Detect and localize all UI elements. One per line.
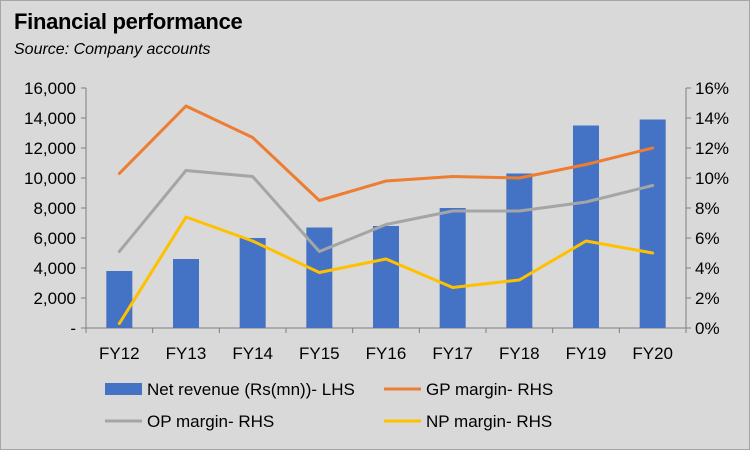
left-tick-label: 12,000 <box>24 139 76 158</box>
x-tick-label: FY20 <box>632 344 673 363</box>
x-tick-label: FY14 <box>232 344 273 363</box>
legend: Net revenue (Rs(mn))- LHS GP margin- RHS O… <box>105 380 553 431</box>
right-tick-label: 10% <box>695 169 729 188</box>
right-tick-label: 8% <box>695 199 720 218</box>
x-tick-label: FY16 <box>366 344 407 363</box>
left-tick-label: 16,000 <box>24 79 76 98</box>
bar-net-revenue <box>306 227 333 328</box>
bar-net-revenue <box>506 173 533 328</box>
line-series-1 <box>117 169 655 253</box>
tick-labels: - 2,000 4,000 6,000 8,000 10,000 12,000 14,000 1… <box>24 79 729 363</box>
line-series-0 <box>117 104 655 202</box>
right-tick-label: 4% <box>695 259 720 278</box>
left-tick-label: - <box>70 319 76 338</box>
chart-subtitle: Source: Company accounts <box>14 41 211 58</box>
line-series <box>117 104 655 325</box>
right-tick-label: 6% <box>695 229 720 248</box>
left-tick-label: 14,000 <box>24 109 76 128</box>
right-tick-label: 14% <box>695 109 729 128</box>
x-tick-label: FY12 <box>99 344 140 363</box>
right-tick-label: 2% <box>695 289 720 308</box>
right-tick-label: 16% <box>695 79 729 98</box>
x-tick-label: FY17 <box>432 344 473 363</box>
left-tick-label: 2,000 <box>33 289 76 308</box>
legend-swatch-bar <box>105 383 142 395</box>
legend-label: NP margin- RHS <box>426 412 552 431</box>
x-tick-label: FY15 <box>299 344 340 363</box>
left-tick-label: 10,000 <box>24 169 76 188</box>
legend-label: OP margin- RHS <box>147 412 274 431</box>
bar-net-revenue <box>173 259 199 328</box>
x-tick-label: FY13 <box>166 344 207 363</box>
left-tick-label: 6,000 <box>33 229 76 248</box>
x-tick-label: FY18 <box>499 344 540 363</box>
x-tick-label: FY19 <box>566 344 607 363</box>
right-tick-label: 0% <box>695 319 720 338</box>
bar-net-revenue <box>106 271 133 328</box>
right-tick-label: 12% <box>695 139 729 158</box>
chart-title: Financial performance <box>14 9 243 34</box>
left-tick-label: 8,000 <box>33 199 76 218</box>
bar-net-revenue <box>573 125 599 328</box>
bar-net-revenue <box>439 208 466 328</box>
bar-net-revenue <box>639 119 666 328</box>
left-tick-label: 4,000 <box>33 259 76 278</box>
bar-series <box>106 119 666 328</box>
legend-label: GP margin- RHS <box>426 380 553 399</box>
bar-net-revenue <box>373 226 399 328</box>
legend-label: Net revenue (Rs(mn))- LHS <box>147 380 355 399</box>
bar-net-revenue <box>239 238 266 328</box>
line-series-2 <box>117 215 655 325</box>
